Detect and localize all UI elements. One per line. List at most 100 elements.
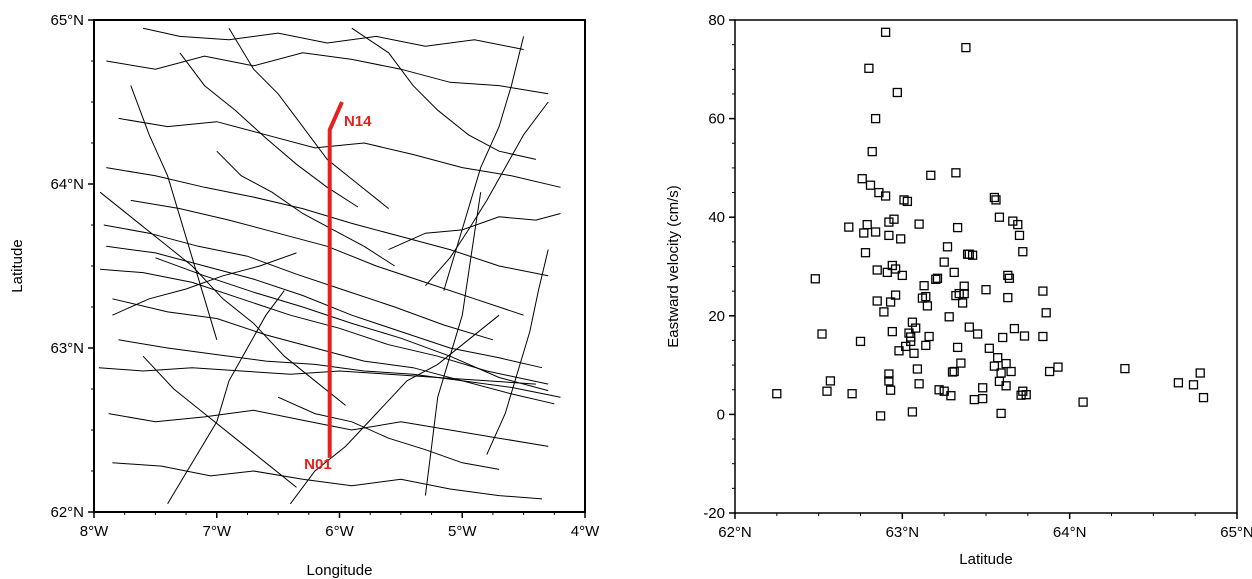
y-tick-label: 20 [708, 308, 725, 325]
drifter-tracks [98, 27, 561, 505]
scatter-point [926, 170, 936, 180]
scatter-point [864, 63, 874, 73]
scatter-point [1195, 368, 1205, 378]
y-tick-label: 63°N [50, 340, 84, 357]
y-tick-label: 80 [708, 12, 725, 29]
scatter-point [912, 364, 923, 374]
x-axis-title: Latitude [959, 551, 1012, 568]
drifter-track [112, 252, 297, 316]
scatter-point [1198, 392, 1209, 403]
scatter-point [952, 222, 963, 233]
drifter-track [98, 367, 536, 385]
scatter-point [919, 281, 929, 291]
scatter-point [932, 273, 943, 283]
scatter-point [924, 331, 934, 342]
scatter-point [946, 391, 956, 401]
scatter-point [896, 234, 906, 244]
scatter-point [996, 368, 1006, 378]
drifter-track [486, 249, 549, 455]
y-tick-label: 0 [717, 406, 725, 423]
scatter-point [865, 180, 876, 190]
scatter-point [998, 332, 1008, 343]
scatter-point [889, 214, 899, 224]
scatter-point [855, 336, 866, 347]
scatter-point [909, 348, 919, 358]
scatter-point [1001, 381, 1011, 391]
scatter-point [989, 192, 1000, 203]
x-tick-label: 63°N [886, 524, 920, 541]
drifter-track [179, 52, 359, 208]
drifter-track [142, 355, 297, 488]
scatter-point [978, 393, 988, 404]
drifter-track [388, 213, 561, 251]
scatter-point [972, 329, 983, 339]
y-axis-title: Latitude [9, 239, 26, 292]
scatter-point [1053, 362, 1063, 372]
drifter-track [425, 101, 549, 287]
scatter-point [884, 230, 894, 241]
drifter-track [289, 314, 500, 505]
scatter-point [884, 369, 894, 379]
drifter-track [277, 396, 500, 470]
scatter-point [921, 340, 931, 351]
scatter-point [1004, 273, 1015, 283]
x-axis-title: Longitude [307, 562, 373, 579]
scatter-point [1003, 270, 1013, 281]
drifter-track [118, 339, 561, 398]
y-tick-label: 64°N [50, 176, 84, 193]
drifter-track [155, 257, 549, 392]
scatter-point [993, 353, 1003, 363]
drifter-track [130, 199, 524, 316]
scatter-point [994, 212, 1005, 222]
scatter-point [954, 288, 964, 299]
scatter-point [907, 317, 918, 327]
scatter-point [1001, 358, 1011, 369]
scatter-point [880, 27, 891, 37]
scatter-point [772, 389, 782, 399]
scatter-point [959, 288, 969, 299]
tracks-map-panel: 8°W 7°W 6°W 5°W 4°W 62°N 63°N 64°N 65°N Longitud… [9, 12, 600, 579]
x-tick-label: 65°N [1220, 524, 1252, 541]
map-axis-ticks: 8°W 7°W 6°W 5°W 4°W 62°N 63°N 64°N 65°N [50, 12, 600, 540]
scatter-point [1021, 390, 1031, 400]
scatter-point [887, 326, 897, 337]
scatter-point [914, 219, 924, 229]
scatter-point [1173, 378, 1184, 388]
velocity-scatter-panel: 62°N 63°N 64°N 65°N -20 0 20 40 60 80 Latitude Ea… [665, 12, 1252, 568]
y-tick-label: -20 [703, 505, 725, 522]
section-start-label: N01 [304, 456, 332, 473]
scatter-point [944, 312, 954, 322]
drifter-track [106, 52, 549, 95]
x-tick-label: 7°W [203, 523, 232, 540]
scatter-point [875, 411, 886, 421]
drifter-track [100, 268, 549, 385]
scatter-point [1006, 366, 1016, 377]
scatter-point [892, 87, 902, 98]
scatter-point [939, 257, 949, 267]
scatter-point [1018, 247, 1028, 257]
drifter-track [130, 85, 218, 340]
scatter-point [902, 196, 913, 207]
x-tick-label: 4°W [571, 523, 600, 540]
scatter-point [867, 146, 877, 157]
drifter-track [99, 191, 346, 406]
scatter-point [956, 358, 966, 368]
scatter-point [1078, 397, 1088, 407]
scatter-point [942, 242, 953, 252]
drifter-track [118, 117, 561, 188]
scatter-point [1044, 366, 1055, 377]
scatter-point [844, 222, 854, 232]
map-plot-frame [93, 19, 586, 513]
scatter-point [872, 296, 882, 306]
scatter-point [1009, 323, 1020, 334]
scatter-point [901, 341, 911, 352]
scatter-point [810, 274, 820, 284]
scatter-point [825, 376, 836, 386]
scatter-point [949, 267, 959, 278]
scatter-point [870, 227, 881, 237]
x-tick-label: 8°W [80, 523, 109, 540]
x-tick-label: 5°W [448, 523, 477, 540]
scatter-point [961, 42, 971, 53]
drifter-track [112, 298, 555, 405]
